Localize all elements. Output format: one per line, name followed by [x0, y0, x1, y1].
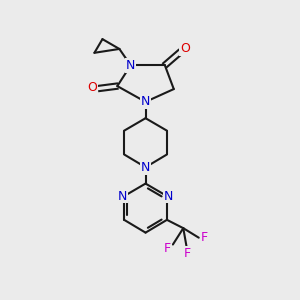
Text: O: O [180, 42, 190, 56]
Text: F: F [184, 247, 191, 260]
Text: O: O [87, 81, 97, 94]
Text: N: N [141, 161, 150, 174]
Text: N: N [141, 95, 150, 108]
Text: F: F [164, 242, 171, 255]
Text: N: N [126, 59, 135, 72]
Text: N: N [118, 190, 127, 202]
Text: F: F [201, 231, 208, 244]
Text: N: N [164, 190, 173, 202]
